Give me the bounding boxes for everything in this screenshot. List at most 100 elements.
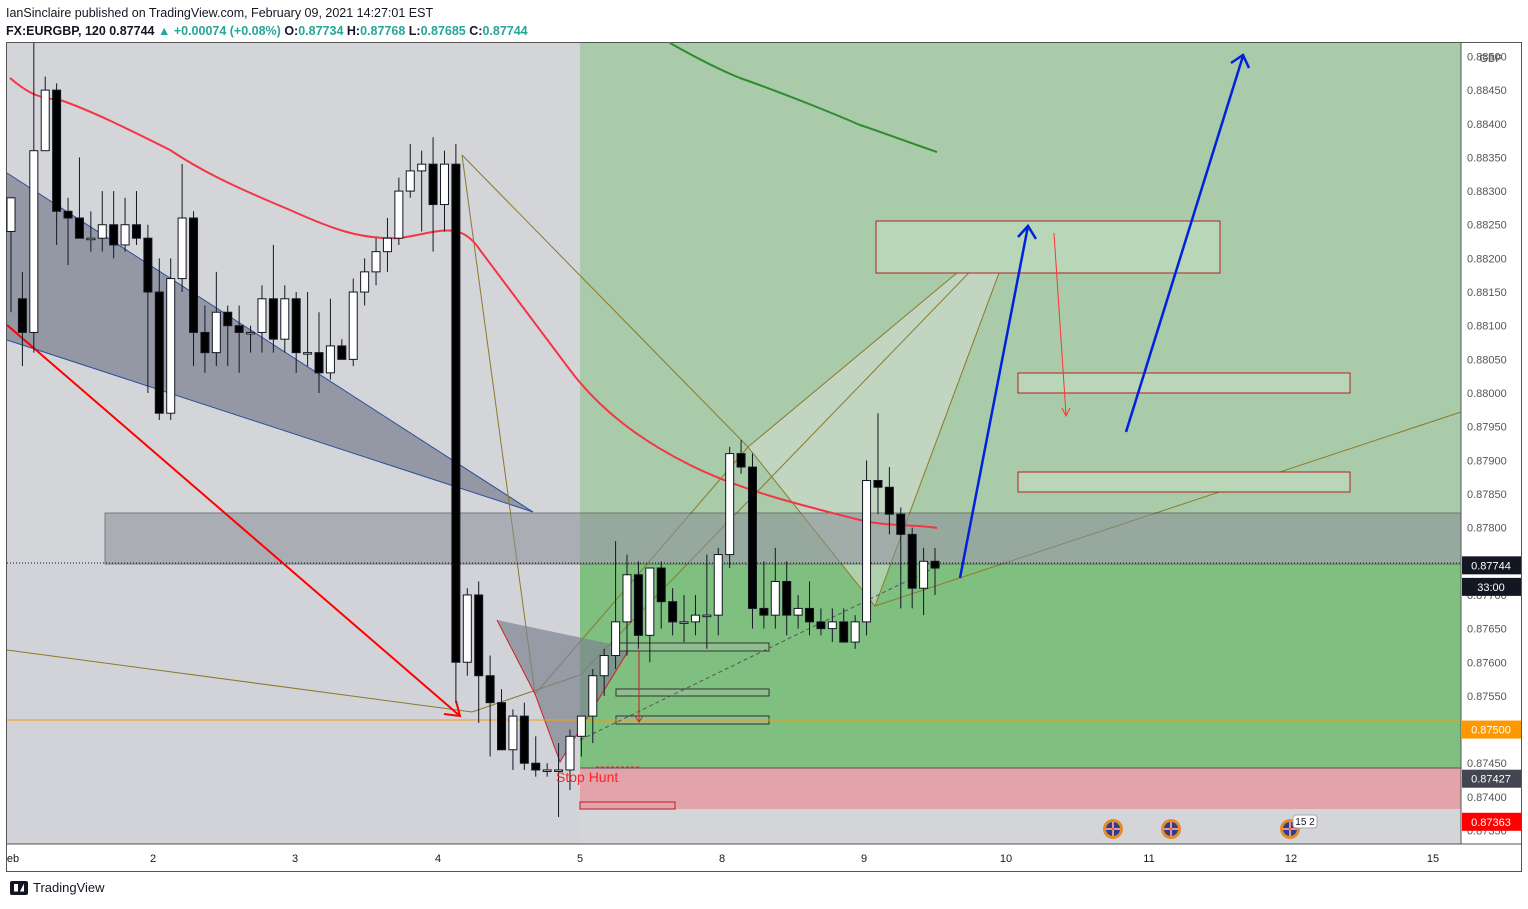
candle (257, 285, 267, 353)
candle (348, 278, 358, 367)
candle (565, 729, 575, 791)
candle (576, 715, 586, 757)
low-label: L: (408, 24, 421, 38)
y-tick-label: 0.87400 (1467, 792, 1507, 804)
price-label: 0.87363 (1462, 812, 1521, 831)
y-tick-label: 0.87950 (1467, 422, 1507, 434)
y-tick-label: 0.88000 (1467, 388, 1507, 400)
candle (702, 554, 712, 649)
candle (451, 143, 461, 703)
candle (770, 547, 780, 629)
uk-flag-icon[interactable] (1103, 819, 1123, 839)
candle (508, 709, 518, 770)
price-label: 0.87500 (1462, 720, 1521, 739)
candle (462, 588, 472, 676)
close-value: 0.87744 (482, 24, 528, 38)
small-pattern (497, 620, 630, 762)
candle (280, 285, 290, 353)
x-tick-label: 12 (1285, 853, 1297, 865)
candle (896, 507, 906, 609)
candle (679, 594, 689, 643)
y-tick-label: 0.87450 (1467, 758, 1507, 770)
red-arrow-small (1053, 232, 1071, 418)
candle (337, 339, 347, 360)
y-tick-label: 0.87650 (1467, 624, 1507, 636)
candle (223, 305, 233, 367)
candles (6, 43, 940, 818)
candle (633, 561, 643, 649)
candle (143, 224, 153, 394)
red-arrow-ob (634, 650, 644, 723)
target-box-3 (1017, 471, 1351, 493)
blue-arrow-2 (1124, 53, 1251, 433)
candle (474, 581, 484, 723)
candle (74, 157, 84, 239)
candle (234, 305, 244, 373)
y-tick-label: 0.88500 (1467, 51, 1507, 63)
candle (52, 83, 62, 245)
y-tick-label: 0.88100 (1467, 321, 1507, 333)
uk-flag-icon[interactable] (1161, 819, 1181, 839)
svg-text:0.87744: 0.87744 (1471, 560, 1511, 572)
candle (17, 271, 27, 367)
stop-hunt-label: Stop Hunt (556, 769, 618, 785)
order-block-2 (615, 688, 770, 697)
candle (314, 312, 324, 394)
candle (531, 736, 541, 777)
candle (63, 197, 73, 266)
candle (759, 561, 769, 629)
ema-green (669, 42, 938, 153)
x-tick-label: 15 (1427, 853, 1439, 865)
candle (485, 655, 495, 757)
candle (850, 615, 860, 649)
y-tick-label: 0.87800 (1467, 523, 1507, 535)
candle (519, 702, 529, 770)
wedge-bottom-line (6, 339, 534, 513)
x-tick-label: 8 (719, 853, 725, 865)
candle (839, 608, 849, 643)
event-icons[interactable]: 15 2 (1103, 814, 1318, 839)
price-label: 0.87744 (1462, 556, 1521, 575)
x-tick-labels[interactable]: eb 2 3 4 5 8 9 10 11 12 15 (7, 853, 1439, 865)
candle (793, 594, 803, 629)
candle (405, 143, 415, 198)
dashed-trend (579, 564, 941, 741)
ema-red (9, 77, 938, 529)
candle (827, 608, 837, 643)
candle (303, 292, 313, 367)
candle (690, 594, 700, 636)
y-tick-label: 0.88150 (1467, 287, 1507, 299)
candle (497, 689, 507, 751)
profit-zone (580, 564, 1461, 768)
x-tick-label: 2 (150, 853, 156, 865)
open-label: O: (284, 24, 299, 38)
y-tick-label: 0.88300 (1467, 186, 1507, 198)
candle (930, 547, 940, 595)
candle (782, 561, 792, 636)
y-tick-label: 0.88050 (1467, 354, 1507, 366)
candle (747, 453, 757, 629)
event-count-badge[interactable] (1292, 814, 1318, 829)
price-label: 0.87427 (1462, 769, 1521, 788)
candle (325, 298, 335, 380)
candle (131, 191, 141, 245)
candle (656, 561, 666, 629)
candle (805, 581, 815, 636)
candle (417, 150, 427, 232)
candle (668, 588, 678, 636)
candle (862, 460, 872, 636)
candle (588, 668, 598, 744)
candle (394, 177, 404, 245)
candle (177, 164, 187, 293)
svg-text:0.87427: 0.87427 (1471, 774, 1511, 786)
candle (428, 137, 438, 252)
target-box-1 (875, 220, 1221, 274)
candle (86, 211, 96, 252)
candle (611, 541, 621, 669)
publisher-line: IanSinclaire published on TradingView.co… (6, 6, 434, 20)
order-block-1 (615, 642, 770, 652)
candle (6, 197, 16, 313)
stop-zone (580, 768, 1461, 809)
y-tick-label: 0.87550 (1467, 691, 1507, 703)
